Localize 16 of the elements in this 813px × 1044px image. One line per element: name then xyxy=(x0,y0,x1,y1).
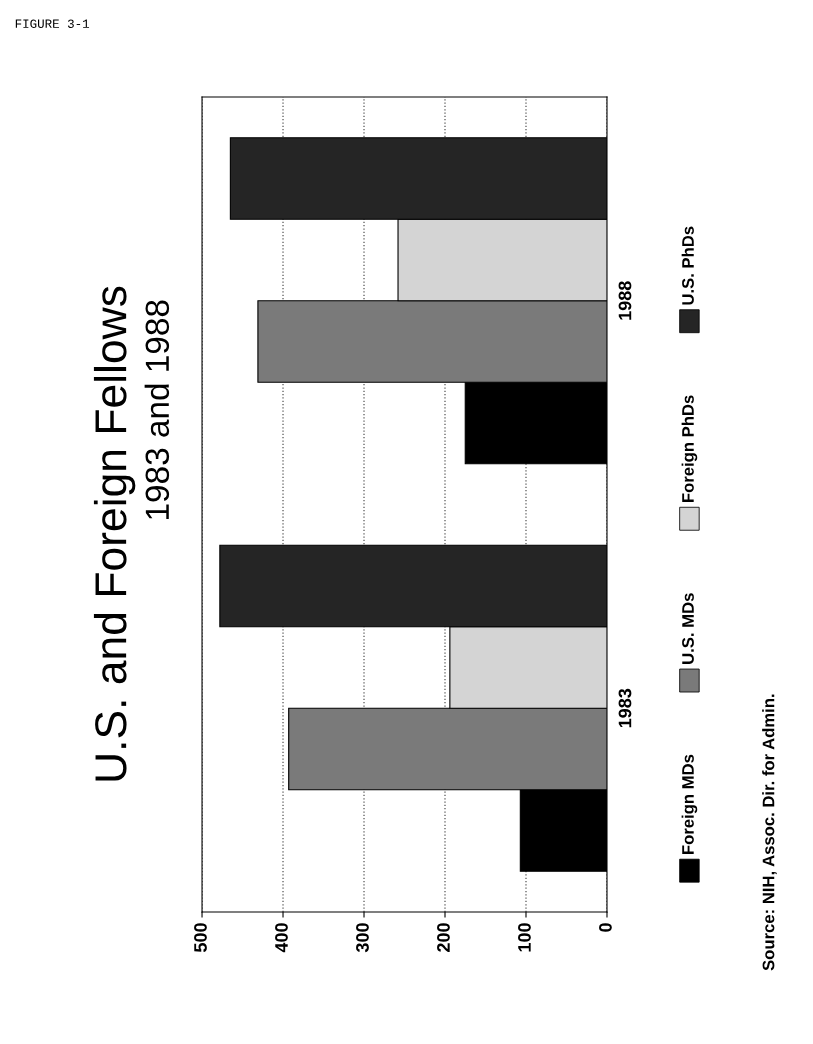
text: Foreign MDs xyxy=(681,754,698,854)
text: U.S. PhDs xyxy=(681,226,694,305)
text: 1983 and 1988 xyxy=(144,300,170,519)
y-tick-label: 1983 xyxy=(618,688,632,728)
x-tick-label: 0 xyxy=(599,923,612,932)
text: U.S. MDs xyxy=(682,593,694,664)
source-note: Source: NIH, Assoc. Dir. for Admin. xyxy=(762,694,777,971)
text: U.S. and Foreign Fellows xyxy=(93,286,136,781)
x-tick-label: 300 xyxy=(356,923,369,953)
x-tick-label: 100 xyxy=(518,923,531,952)
caption: FIGURE 3-1 xyxy=(15,19,90,28)
x-tick-label: 500 xyxy=(194,923,207,953)
x-tick-label: 400 xyxy=(275,923,288,953)
y-tick-label: 1988 xyxy=(618,281,632,320)
x-tick-label: 200 xyxy=(437,923,450,952)
text: Foreign PhDs xyxy=(681,395,698,502)
